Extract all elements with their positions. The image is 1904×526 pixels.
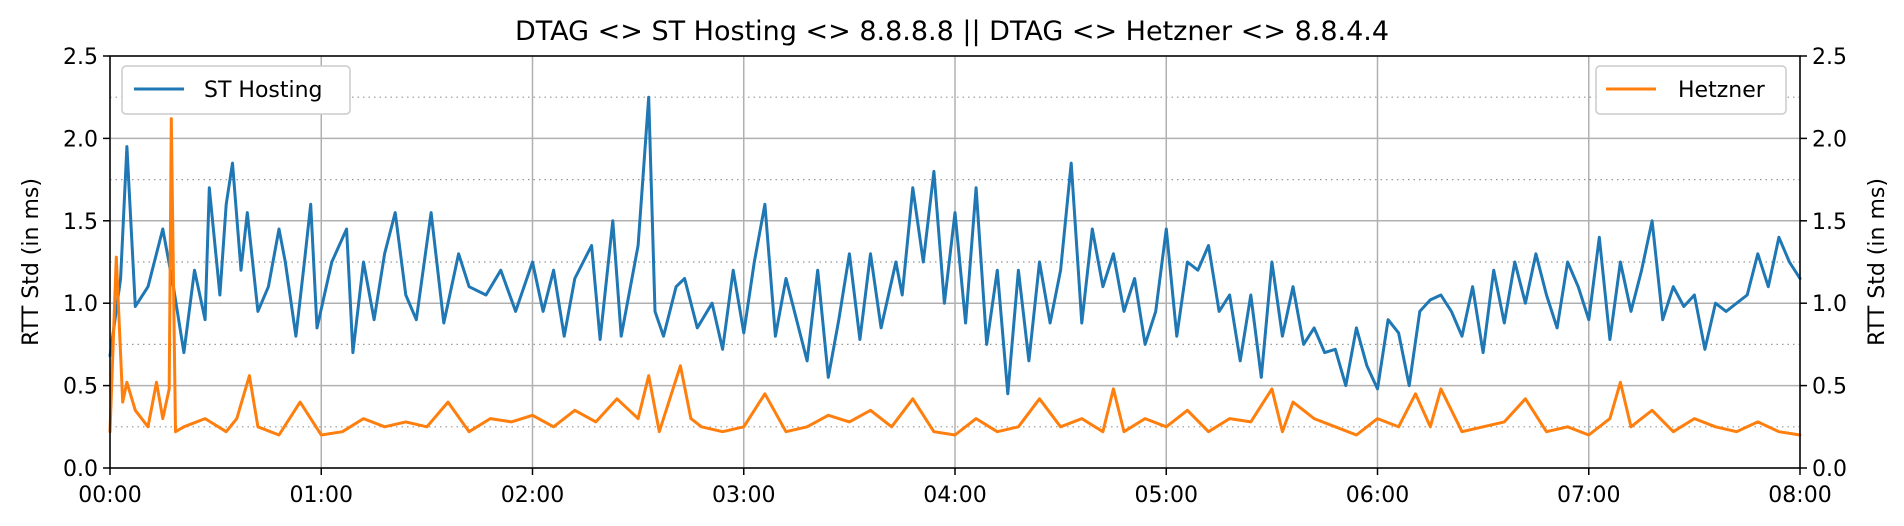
y-tick-label-left: 2.0 bbox=[63, 127, 98, 152]
y-tick-label-right: 0.0 bbox=[1812, 457, 1847, 482]
x-tick-label: 04:00 bbox=[923, 483, 986, 508]
x-tick-label: 07:00 bbox=[1557, 483, 1620, 508]
y-tick-label-right: 1.5 bbox=[1812, 210, 1847, 235]
legend-right-label: Hetzner bbox=[1678, 78, 1766, 103]
x-tick-label: 06:00 bbox=[1346, 483, 1409, 508]
y-tick-label-left: 2.5 bbox=[63, 45, 98, 70]
y-tick-label-left: 0.5 bbox=[63, 375, 98, 400]
series-line-st-hosting bbox=[108, 95, 1802, 396]
y-tick-label-left: 1.5 bbox=[63, 210, 98, 235]
y-tick-label-left: 1.0 bbox=[63, 292, 98, 317]
legend-left-box bbox=[121, 65, 351, 115]
x-tick-label: 03:00 bbox=[712, 483, 775, 508]
y-axis-label-left: RTT Std (in ms) bbox=[19, 178, 44, 346]
legend-left: ST Hosting bbox=[121, 65, 351, 115]
y-tick-label-left: 0.0 bbox=[63, 457, 98, 482]
ticks: 0.0 0.0 0.5 0.5 1.0 1.0 1.5 1.5 2.0 2.0 2.5 2.5 00:0… bbox=[63, 45, 1847, 508]
legend-right-box bbox=[1595, 65, 1787, 115]
x-tick-label: 02:00 bbox=[501, 483, 564, 508]
series-line-hetzner bbox=[108, 117, 1802, 437]
y-tick-label-right: 2.0 bbox=[1812, 127, 1847, 152]
x-tick-label: 00:00 bbox=[78, 483, 141, 508]
x-tick-label: 05:00 bbox=[1135, 483, 1198, 508]
x-tick-label: 01:00 bbox=[290, 483, 353, 508]
y-axis-label-right: RTT Std (in ms) bbox=[1865, 178, 1890, 346]
legend-left-label: ST Hosting bbox=[204, 78, 323, 103]
y-tick-label-right: 0.5 bbox=[1812, 375, 1847, 400]
y-tick-label-right: 1.0 bbox=[1812, 292, 1847, 317]
x-tick-label: 08:00 bbox=[1768, 483, 1831, 508]
legend-right: Hetzner bbox=[1595, 65, 1787, 115]
y-tick-label-right: 2.5 bbox=[1812, 45, 1847, 70]
chart-title: DTAG <> ST Hosting <> 8.8.8.8 || DTAG <>… bbox=[515, 16, 1389, 47]
series-group bbox=[108, 95, 1802, 437]
